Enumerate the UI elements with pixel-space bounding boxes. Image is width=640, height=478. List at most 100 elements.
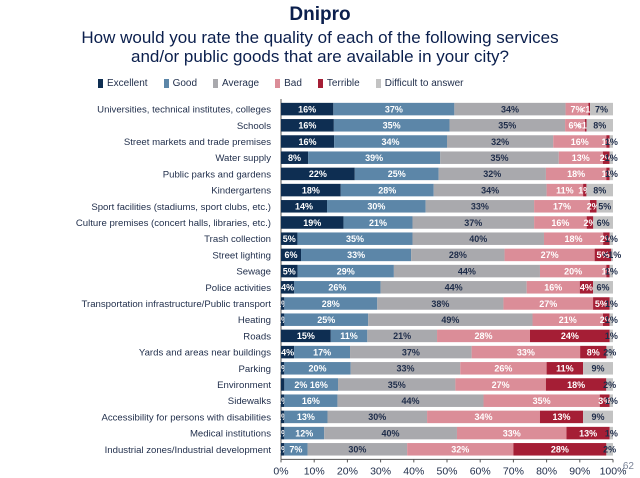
bar-segment-excellent [281, 264, 298, 278]
bar-segment-average [337, 394, 484, 407]
chart-legend: Excellent Good Average Bad Terrible Difficult… [98, 76, 479, 90]
bar-segment-average [307, 443, 408, 456]
data-label: 35% [498, 121, 516, 131]
data-label: 1% [276, 396, 289, 406]
x-tick-label: 60% [470, 465, 491, 477]
data-label: 16% [298, 104, 316, 114]
bar-segment-difficult-to-answer [583, 410, 613, 424]
data-label: 6% [597, 218, 610, 228]
bar-segment-bad [483, 394, 600, 407]
data-label: 37% [385, 104, 403, 114]
bar-segment-excellent [281, 329, 331, 343]
data-label: 27% [492, 380, 510, 390]
data-label: 27% [541, 250, 559, 260]
bar-segment-average [327, 410, 428, 424]
bar-segment-terrible [580, 345, 607, 359]
category-label: Medical institutions [190, 429, 271, 440]
bar-segment-difficult-to-answer [611, 248, 613, 262]
data-label: 35% [388, 380, 406, 390]
bar-segment-difficult-to-answer [596, 200, 613, 213]
data-label: 12% [295, 428, 313, 438]
data-label: 1% [276, 412, 289, 422]
data-label: 2% [603, 347, 616, 357]
legend-swatch [275, 78, 281, 88]
x-tick-label: 90% [569, 465, 590, 477]
data-label: 8% [288, 153, 301, 163]
bar-segment-excellent [281, 378, 285, 391]
data-label: 1% [605, 266, 618, 276]
bar-segment-good [284, 443, 308, 456]
data-label: 21% [369, 218, 387, 228]
data-label: 28% [475, 331, 493, 341]
bar-segment-good [284, 394, 338, 407]
data-label: 14% [295, 202, 313, 212]
bar-segment-terrible [583, 183, 587, 197]
category-label: Sport facilities (stadiums, sport clubs,… [91, 202, 271, 213]
data-label: 34% [382, 137, 400, 147]
bar-segment-average [454, 102, 566, 116]
data-label: 44% [401, 396, 419, 406]
data-label: 1% [578, 185, 591, 195]
bar-segment-average [449, 119, 566, 132]
bar-segment-bad [546, 183, 584, 197]
bar-segment-average [425, 200, 535, 213]
data-label: 30% [348, 445, 366, 455]
data-label: 21% [559, 315, 577, 325]
bar-segment-bad [565, 119, 585, 132]
data-label: 49% [441, 315, 459, 325]
data-label: 28% [378, 185, 396, 195]
bar-segment-average [350, 362, 461, 375]
bar-segment-excellent [281, 167, 355, 181]
bar-segment-bad [503, 297, 594, 310]
data-label: <1% [580, 104, 598, 114]
bar-segment-terrible [586, 216, 594, 229]
bar-segment-difficult-to-answer [586, 183, 613, 197]
bar-segment-terrible [603, 232, 610, 245]
data-label: 1% [605, 137, 618, 147]
data-label: 7% [595, 104, 608, 114]
bar-segment-excellent [281, 183, 341, 197]
category-label: Public parks and gardens [163, 169, 271, 180]
data-label: 35% [533, 396, 551, 406]
data-label: 26% [494, 364, 512, 374]
bar-segment-bad [558, 151, 603, 164]
question-line-2: and/or public goods that are available i… [130, 47, 509, 66]
data-label: 34% [501, 104, 519, 114]
data-label: 25% [388, 169, 406, 179]
bar-segment-difficult-to-answer [593, 281, 613, 294]
bar-segment-excellent [281, 345, 295, 359]
data-label: 33% [517, 347, 535, 357]
legend-item-4: Terrible [317, 76, 360, 90]
data-label: 1% [602, 137, 615, 147]
bar-segment-terrible [599, 394, 610, 407]
bar-segment-good [308, 151, 441, 164]
data-label: 13% [553, 412, 571, 422]
bar-segment-terrible [584, 119, 587, 132]
data-label: 5% [598, 202, 611, 212]
data-label: 15% [297, 331, 315, 341]
bar-segment-difficult-to-answer [606, 345, 613, 359]
data-label: 44% [445, 283, 463, 293]
page-number: 62 [622, 461, 634, 472]
bar-segment-good [330, 329, 368, 343]
data-label: 32% [451, 445, 469, 455]
bar-segment-excellent [281, 248, 302, 262]
data-label: 2% [600, 234, 613, 244]
bar-segment-difficult-to-answer [606, 378, 613, 391]
bar-segment-bad [427, 410, 540, 424]
bar-segment-terrible [602, 313, 610, 326]
bar-segment-difficult-to-answer [609, 232, 613, 245]
category-label: Water supply [215, 153, 271, 164]
bar-segment-difficult-to-answer [609, 313, 613, 326]
data-label: 20% [564, 266, 582, 276]
bar-segment-good [294, 281, 381, 294]
bar-segment-good [284, 362, 351, 375]
data-label: 37% [464, 218, 482, 228]
legend-item-1: Good [163, 76, 197, 90]
data-label: 2% [603, 445, 616, 455]
legend-swatch [317, 78, 323, 88]
category-label: Transportation infrastructure/Public tra… [82, 299, 272, 310]
data-label: 38% [431, 299, 449, 309]
page-title: Dnipro [289, 4, 351, 25]
